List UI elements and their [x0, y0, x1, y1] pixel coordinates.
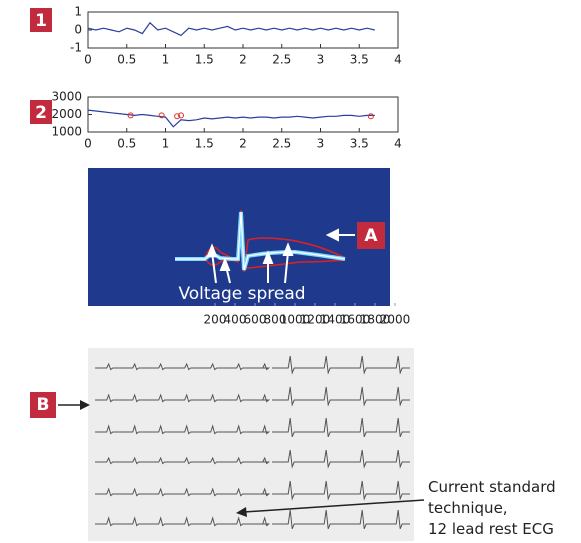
x-tick-label: 3 [317, 137, 325, 151]
panel-tag: B [37, 395, 50, 415]
plot-frame [88, 97, 398, 132]
page: {"chart_data": [ {"type": "line", "label… [0, 0, 581, 543]
y-tick-label: 1000 [51, 125, 82, 139]
x-tick-label: 0.5 [117, 53, 136, 67]
x-tick-label: 3 [317, 53, 325, 67]
panel-tag: 1 [35, 11, 47, 31]
x-tick-label: 3.5 [350, 53, 369, 67]
x-tick-label: 2.5 [272, 137, 291, 151]
caption-line: technique, [428, 499, 508, 517]
x-tick-label: 0 [84, 137, 92, 151]
y-tick-label: 0 [74, 23, 82, 37]
x-tick-label: 1 [162, 53, 170, 67]
figure: 1 2 Voltage spread A B Current standard … [0, 0, 581, 543]
y-tick-label: -1 [70, 41, 82, 55]
x-tick-label: 1.5 [195, 53, 214, 67]
y-tick-label: 3000 [51, 90, 82, 104]
data-line [88, 23, 375, 36]
panel-tag: A [364, 226, 378, 246]
data-point [368, 114, 373, 119]
x-tick-label: 4 [394, 53, 402, 67]
x-tick-label: 3.5 [350, 137, 369, 151]
caption-line: 12 lead rest ECG [428, 520, 554, 538]
x-tick-label: 0 [84, 53, 92, 67]
caption-line: Current standard [428, 478, 556, 496]
x-tick-label: 4 [394, 137, 402, 151]
panel-tag: 2 [35, 103, 47, 123]
x-tick-label: 0.5 [117, 137, 136, 151]
x-tick-label: 2 [239, 137, 247, 151]
x-tick-label: 2 [239, 53, 247, 67]
x-tick-label: 1 [162, 137, 170, 151]
x-tick-label: 1.5 [195, 137, 214, 151]
y-tick-label: 1 [74, 5, 82, 19]
x-tick-label: 2.5 [272, 53, 291, 67]
heatmap-panel: Voltage spread A [88, 168, 390, 306]
x-tick-label: 2000 [380, 313, 411, 327]
annotation: Voltage spread [178, 284, 305, 304]
y-tick-label: 2000 [51, 107, 82, 121]
